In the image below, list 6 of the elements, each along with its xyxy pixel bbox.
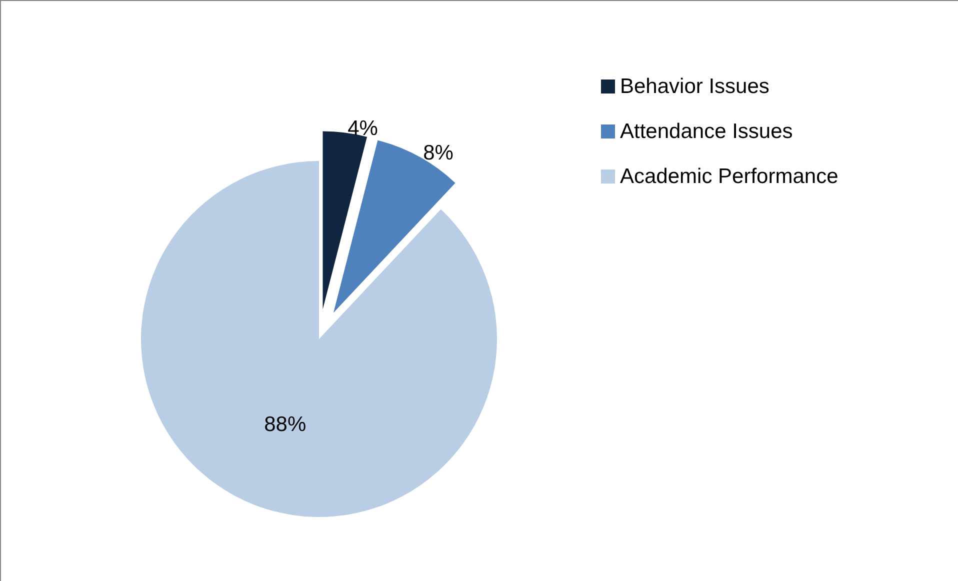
data-label: 4% [348,117,378,140]
legend-label: Attendance Issues [620,120,793,143]
data-label: 8% [423,142,454,165]
legend-label: Behavior Issues [620,75,770,98]
legend-label: Academic Performance [620,165,838,188]
data-label: 88% [264,413,306,436]
